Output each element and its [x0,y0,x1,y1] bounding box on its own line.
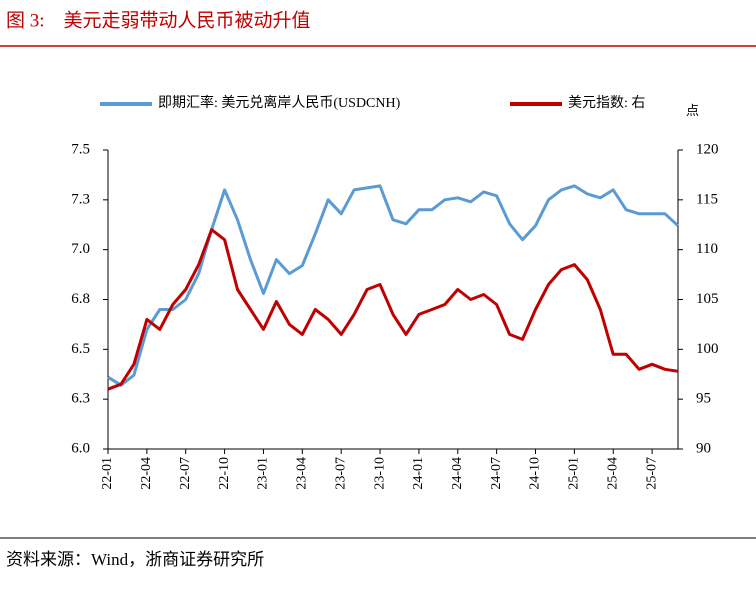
chart-title: 图 3: 美元走弱带动人民币被动升值 [6,9,311,31]
y-tick-label: 6.3 [71,391,90,407]
y2-tick-label: 105 [696,291,719,307]
x-tick-label: 23-07 [333,457,348,490]
x-tick-label: 24-01 [411,457,426,490]
y-tick-label: 6.8 [71,291,90,307]
x-tick-label: 25-07 [644,457,659,490]
y-tick-label: 7.0 [71,241,90,257]
x-tick-label: 23-01 [256,457,271,490]
y-tick-label: 7.3 [71,191,90,207]
x-tick-label: 23-04 [295,457,310,490]
series-line [107,228,679,391]
series-line [107,184,680,387]
x-tick-label: 24-04 [450,457,465,490]
y2-tick-label: 115 [696,191,718,207]
y-tick-label: 6.5 [71,341,90,357]
x-tick-label: 25-01 [567,457,582,490]
x-tick-label: 24-10 [528,457,543,490]
y2-tick-label: 100 [696,341,719,357]
x-tick-label: 23-10 [372,457,387,490]
y2-axis-label: 点 [686,103,699,118]
y-tick-label: 7.5 [71,141,90,157]
x-tick-label: 22-07 [178,457,193,490]
x-tick-label: 22-04 [139,457,154,490]
x-tick-label: 25-04 [605,457,620,490]
source: 资料来源：Wind，浙商证券研究所 [6,550,264,569]
y2-tick-label: 90 [696,440,711,456]
x-tick-label: 22-10 [217,457,232,490]
legend-label: 美元指数: 右 [568,95,645,111]
y2-tick-label: 95 [696,391,711,407]
x-tick-label: 22-01 [100,457,115,490]
x-tick-label: 24-07 [489,457,504,490]
legend-label: 即期汇率: 美元兑离岸人民币(USDCNH) [158,94,401,111]
y2-tick-label: 120 [696,141,719,157]
y2-tick-label: 110 [696,241,718,257]
y-tick-label: 6.0 [71,440,90,456]
